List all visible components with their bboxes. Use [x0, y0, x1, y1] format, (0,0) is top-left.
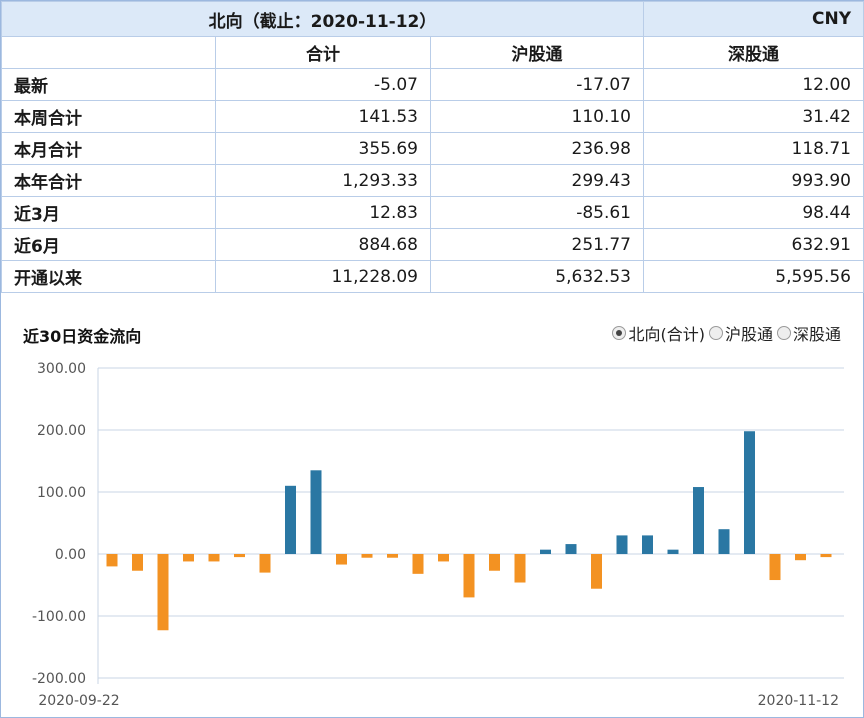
column-header-sz-connect: 深股通 [643, 36, 864, 69]
radio-sh-connect[interactable]: 沪股通 [708, 321, 773, 345]
bar[interactable] [591, 554, 602, 589]
cell-total: 355.69 [215, 132, 431, 165]
bar[interactable] [208, 554, 220, 562]
table-row: 最新 -5.07 -17.07 12.00 [1, 68, 864, 101]
bar[interactable] [769, 554, 781, 581]
table-header-row: 合计 沪股通 深股通 [1, 36, 864, 69]
radio-label: 北向(合计) [628, 325, 705, 344]
chart-title: 近30日资金流向 [23, 327, 142, 346]
radio-label: 深股通 [792, 325, 841, 344]
column-header-sh-connect: 沪股通 [430, 36, 644, 69]
cell-sz-connect: 118.71 [643, 132, 864, 165]
bars [106, 431, 832, 631]
bar[interactable] [183, 554, 194, 562]
bar[interactable] [820, 554, 832, 558]
bar[interactable] [795, 554, 806, 561]
series-selector: 北向(合计) 沪股通 深股通 [612, 321, 841, 345]
table-row: 开通以来 11,228.09 5,632.53 5,595.56 [1, 260, 864, 293]
cell-sh-connect: -85.61 [430, 196, 644, 229]
y-tick-label: -200.00 [32, 671, 86, 687]
cell-sz-connect: 993.90 [643, 164, 864, 197]
bar-chart: 300.00 200.00 100.00 0.00 -100.00 -200.00 202… [32, 361, 844, 709]
header-empty-cell [1, 36, 216, 69]
cell-sh-connect: 236.98 [430, 132, 644, 165]
table-row: 近3月 12.83 -85.61 98.44 [1, 196, 864, 229]
cell-sh-connect: 110.10 [430, 100, 644, 133]
bar[interactable] [361, 554, 373, 558]
bar[interactable] [259, 554, 271, 573]
row-label: 近6月 [1, 228, 216, 261]
x-axis-labels: 2020-09-22 2020-11-12 [38, 693, 839, 709]
bar[interactable] [463, 554, 475, 598]
cell-sh-connect: -17.07 [430, 68, 644, 101]
bar[interactable] [540, 549, 551, 554]
row-label: 本年合计 [1, 164, 216, 197]
bar[interactable] [514, 554, 526, 583]
cell-sz-connect: 632.91 [643, 228, 864, 261]
table-row: 近6月 884.68 251.77 632.91 [1, 228, 864, 261]
bar[interactable] [718, 529, 730, 554]
bar[interactable] [744, 431, 755, 554]
table-row: 本周合计 141.53 110.10 31.42 [1, 100, 864, 133]
cell-sh-connect: 5,632.53 [430, 260, 644, 293]
cell-total: 141.53 [215, 100, 431, 133]
cell-total: 1,293.33 [215, 164, 431, 197]
x-tick-label: 2020-09-22 [38, 693, 119, 709]
cell-sz-connect: 12.00 [643, 68, 864, 101]
cell-total: 884.68 [215, 228, 431, 261]
cell-total: 11,228.09 [215, 260, 431, 293]
cell-sh-connect: 299.43 [430, 164, 644, 197]
table-title: 北向（截止：2020-11-12） [1, 1, 644, 37]
row-label: 本月合计 [1, 132, 216, 165]
radio-unselected-icon[interactable] [776, 326, 791, 340]
flow-chart-section: 近30日资金流向 北向(合计) 沪股通 深股通 300.00 200.00 100.… [1, 301, 863, 717]
x-tick-label: 2020-11-12 [758, 693, 839, 709]
y-tick-label: 200.00 [37, 423, 86, 439]
summary-table: 北向（截止：2020-11-12） CNY 合计 沪股通 深股通 最新 -5.0… [1, 1, 864, 293]
bar[interactable] [132, 554, 143, 571]
y-tick-label: -100.00 [32, 609, 86, 625]
bar[interactable] [667, 549, 679, 554]
bar[interactable] [157, 554, 169, 631]
radio-unselected-icon[interactable] [708, 326, 723, 340]
bar[interactable] [336, 554, 347, 565]
table-title-row: 北向（截止：2020-11-12） CNY [1, 1, 864, 37]
bar[interactable] [693, 487, 704, 554]
radio-northbound-total[interactable]: 北向(合计) [612, 321, 705, 345]
row-label: 开通以来 [1, 260, 216, 293]
y-tick-label: 0.00 [55, 547, 86, 563]
radio-selected-icon[interactable] [612, 326, 627, 340]
bar[interactable] [234, 554, 245, 558]
y-axis-ticks: 300.00 200.00 100.00 0.00 -100.00 -200.00 [32, 361, 86, 687]
row-label: 最新 [1, 68, 216, 101]
table-row: 本年合计 1,293.33 299.43 993.90 [1, 164, 864, 197]
grid-lines [97, 367, 844, 684]
bar[interactable] [285, 485, 296, 554]
cell-sz-connect: 98.44 [643, 196, 864, 229]
bar[interactable] [565, 544, 577, 554]
radio-label: 沪股通 [724, 325, 773, 344]
cell-sz-connect: 5,595.56 [643, 260, 864, 293]
y-tick-label: 100.00 [37, 485, 86, 501]
bar[interactable] [438, 554, 449, 562]
bar[interactable] [387, 554, 398, 558]
cell-total: 12.83 [215, 196, 431, 229]
cell-total: -5.07 [215, 68, 431, 101]
bar[interactable] [310, 470, 322, 554]
cell-sh-connect: 251.77 [430, 228, 644, 261]
bar[interactable] [412, 554, 424, 574]
column-header-total: 合计 [215, 36, 431, 69]
bar[interactable] [489, 554, 500, 571]
radio-sz-connect[interactable]: 深股通 [776, 321, 841, 345]
bar[interactable] [642, 535, 653, 554]
bar[interactable] [106, 554, 118, 567]
table-row: 本月合计 355.69 236.98 118.71 [1, 132, 864, 165]
row-label: 近3月 [1, 196, 216, 229]
bar[interactable] [616, 535, 628, 554]
row-label: 本周合计 [1, 100, 216, 133]
currency-label: CNY [643, 1, 864, 37]
y-tick-label: 300.00 [37, 361, 86, 377]
cell-sz-connect: 31.42 [643, 100, 864, 133]
